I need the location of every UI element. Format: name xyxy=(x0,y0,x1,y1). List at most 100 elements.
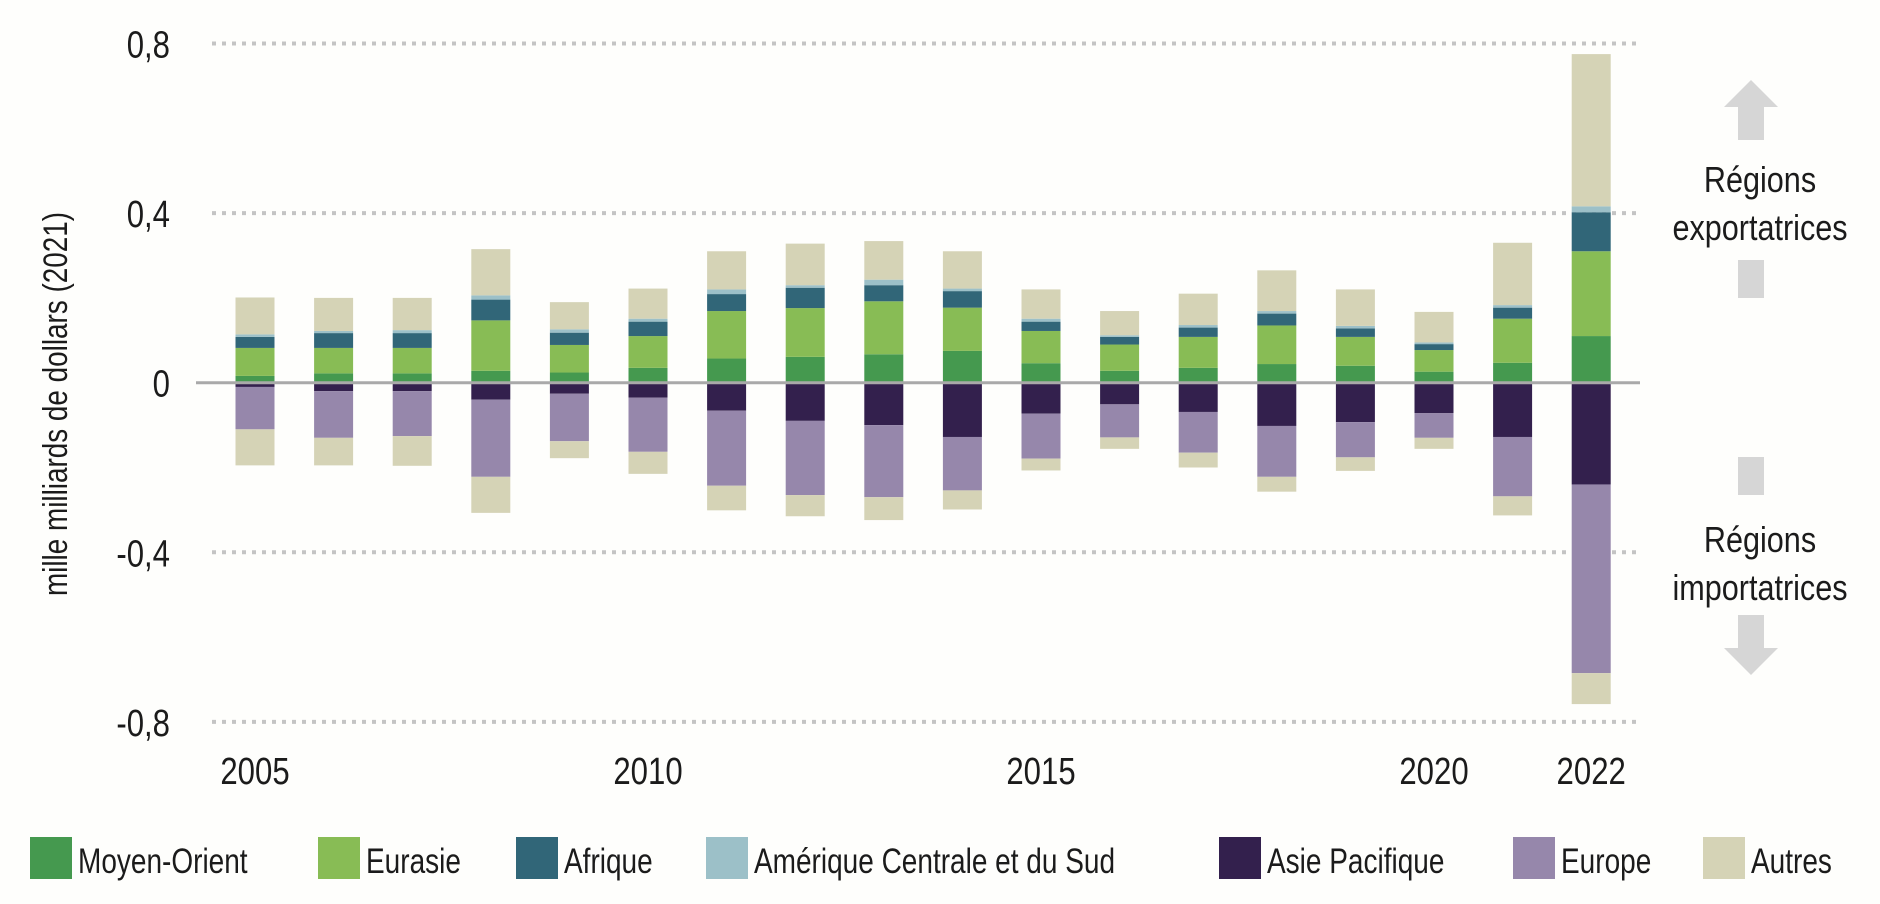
y-tick-label: 0,4 xyxy=(127,194,170,236)
segment-moyen-orient-2010 xyxy=(628,367,668,383)
segment-amerique-centrale-et-du-sud-2017 xyxy=(1178,325,1218,328)
arrow-up-icon xyxy=(1724,80,1778,140)
segment-afrique-2005 xyxy=(235,336,275,348)
segment-afrique-2007 xyxy=(392,333,432,348)
segment-amerique-centrale-et-du-sud-2013 xyxy=(864,279,904,286)
segment-amerique-centrale-et-du-sud-2005 xyxy=(235,334,275,337)
segment-eurasie-2010 xyxy=(628,336,668,368)
segment-autres-2005 xyxy=(235,297,275,335)
y-tick-label: -0,4 xyxy=(116,533,170,575)
segment-asie-pacifique-neg-2011 xyxy=(707,382,747,411)
segment-moyen-orient-2012 xyxy=(785,356,825,383)
segment-eurasie-2013 xyxy=(864,301,904,355)
segment-amerique-centrale-et-du-sud-2020 xyxy=(1414,342,1454,345)
legend-item-asie-pacifique: Asie Pacifique xyxy=(1219,837,1444,881)
importing-regions-annotation: Régions importatrices xyxy=(1672,457,1848,675)
bar-2015 xyxy=(1021,289,1061,471)
segment-amerique-centrale-et-du-sud-2012 xyxy=(785,285,825,288)
bar-2006 xyxy=(314,297,354,466)
segment-europe-neg-2018 xyxy=(1257,425,1297,477)
segment-moyen-orient-2008 xyxy=(471,370,511,383)
segment-moyen-orient-2022 xyxy=(1571,336,1611,383)
segment-autres-2013 xyxy=(864,241,904,280)
segment-autres-neg-2011 xyxy=(707,485,747,511)
segment-autres-2019 xyxy=(1335,289,1375,326)
bar-2016 xyxy=(1100,311,1140,449)
segment-asie-pacifique-neg-2012 xyxy=(785,382,825,421)
segment-afrique-2017 xyxy=(1178,327,1218,337)
legend-swatch xyxy=(318,837,360,879)
segment-autres-2012 xyxy=(785,243,825,286)
segment-eurasie-2015 xyxy=(1021,330,1061,364)
segment-eurasie-2005 xyxy=(235,347,275,376)
bar-2022 xyxy=(1571,54,1611,705)
segment-moyen-orient-2016 xyxy=(1100,370,1140,383)
segment-afrique-2016 xyxy=(1100,336,1140,345)
y-tick-label: 0,8 xyxy=(127,25,170,67)
segment-amerique-centrale-et-du-sud-2018 xyxy=(1257,311,1297,314)
segment-europe-neg-2020 xyxy=(1414,413,1454,438)
segment-eurasie-2011 xyxy=(707,311,747,359)
segment-afrique-2013 xyxy=(864,285,904,302)
y-axis-title: mille milliards de dollars (2021) xyxy=(36,212,74,596)
segment-autres-neg-2015 xyxy=(1021,458,1061,471)
segment-moyen-orient-2021 xyxy=(1493,362,1533,383)
segment-europe-neg-2012 xyxy=(785,420,825,496)
segment-asie-pacifique-neg-2013 xyxy=(864,382,904,426)
segment-autres-neg-2013 xyxy=(864,497,904,521)
segment-afrique-2006 xyxy=(314,333,354,348)
segment-autres-2018 xyxy=(1257,270,1297,312)
segment-autres-neg-2021 xyxy=(1493,496,1533,516)
segment-autres-2010 xyxy=(628,288,668,319)
segment-amerique-centrale-et-du-sud-2010 xyxy=(628,318,668,322)
segment-moyen-orient-2018 xyxy=(1257,364,1297,383)
segment-asie-pacifique-neg-2020 xyxy=(1414,382,1454,414)
segment-europe-neg-2015 xyxy=(1021,413,1061,459)
segment-autres-neg-2008 xyxy=(471,476,511,513)
segment-afrique-2012 xyxy=(785,287,825,309)
segment-asie-pacifique-neg-2016 xyxy=(1100,382,1140,405)
legend-swatch xyxy=(706,837,748,879)
segment-autres-neg-2014 xyxy=(942,490,982,510)
segment-eurasie-2014 xyxy=(942,307,982,351)
segment-afrique-2021 xyxy=(1493,307,1533,319)
arrow-down-icon xyxy=(1724,615,1778,675)
segment-afrique-2022 xyxy=(1571,212,1611,252)
segment-amerique-centrale-et-du-sud-2008 xyxy=(471,295,511,300)
legend-label: Moyen-Orient xyxy=(78,841,248,881)
legend-item-europe: Europe xyxy=(1513,837,1651,881)
legend-label: Asie Pacifique xyxy=(1267,841,1444,881)
segment-autres-neg-2017 xyxy=(1178,452,1218,468)
segment-autres-2014 xyxy=(942,251,982,289)
segment-moyen-orient-2006 xyxy=(314,373,354,383)
segment-asie-pacifique-neg-2007 xyxy=(392,382,432,392)
bar-2007 xyxy=(392,297,432,466)
bar-2014 xyxy=(942,251,982,510)
segment-autres-neg-2016 xyxy=(1100,437,1140,449)
legend-item-moyen-orient: Moyen-Orient xyxy=(30,837,248,881)
bar-2008 xyxy=(471,249,511,513)
bar-2013 xyxy=(864,241,904,521)
segment-moyen-orient-2019 xyxy=(1335,365,1375,383)
x-tick-label: 2015 xyxy=(1006,751,1075,793)
segment-moyen-orient-2011 xyxy=(707,358,747,383)
segment-autres-2006 xyxy=(314,297,354,331)
segment-asie-pacifique-neg-2018 xyxy=(1257,382,1297,426)
segment-europe-neg-2019 xyxy=(1335,422,1375,458)
segment-asie-pacifique-neg-2009 xyxy=(549,382,589,394)
segment-autres-2016 xyxy=(1100,311,1140,336)
segment-amerique-centrale-et-du-sud-2007 xyxy=(392,330,432,334)
segment-autres-2015 xyxy=(1021,289,1061,319)
segment-amerique-centrale-et-du-sud-2009 xyxy=(549,329,589,333)
importing-label-line1: Régions xyxy=(1704,521,1816,561)
segment-asie-pacifique-neg-2015 xyxy=(1021,382,1061,414)
segment-afrique-2018 xyxy=(1257,313,1297,326)
segment-asie-pacifique-neg-2005 xyxy=(235,382,275,387)
segment-afrique-2009 xyxy=(549,332,589,345)
segment-amerique-centrale-et-du-sud-2016 xyxy=(1100,335,1140,337)
bars xyxy=(235,54,1611,705)
segment-europe-neg-2021 xyxy=(1493,436,1533,497)
segment-autres-2021 xyxy=(1493,242,1533,306)
bar-2021 xyxy=(1493,242,1533,516)
